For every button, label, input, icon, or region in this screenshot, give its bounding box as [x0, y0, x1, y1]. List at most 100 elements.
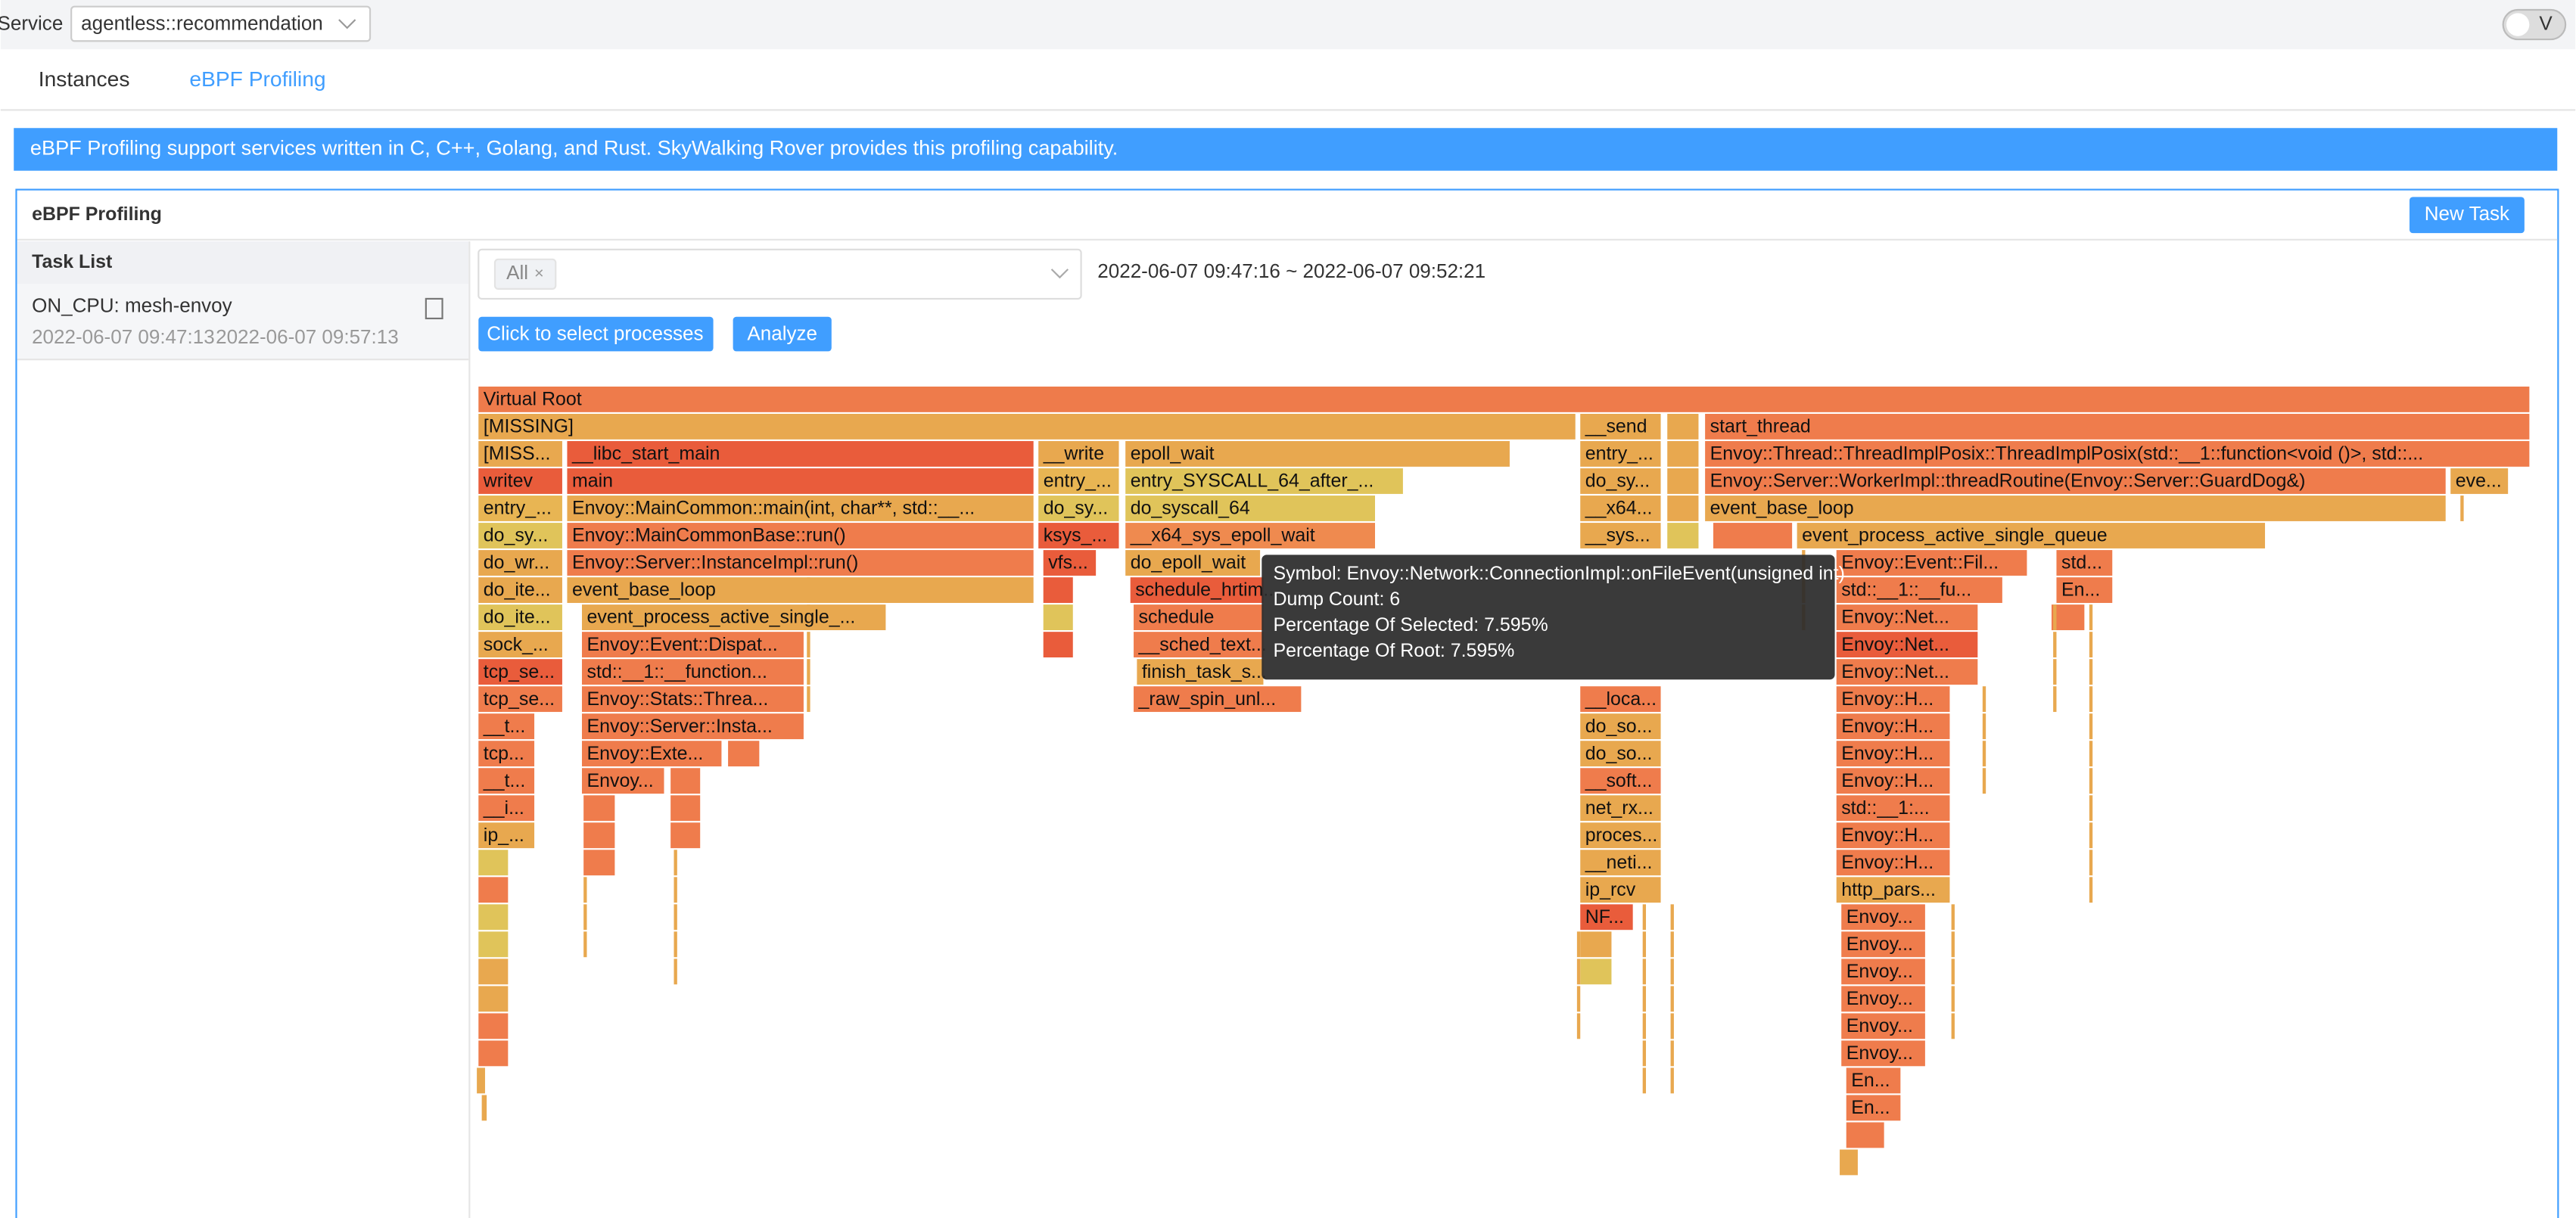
frame[interactable] — [478, 741, 535, 767]
frame[interactable] — [567, 441, 1034, 467]
tab-active[interactable]: eBPF Profiling — [189, 67, 325, 91]
frame[interactable] — [478, 632, 562, 658]
tag-close[interactable]: × — [534, 263, 544, 282]
frame[interactable] — [1836, 795, 1950, 822]
frame[interactable] — [478, 386, 2530, 412]
frame[interactable] — [581, 604, 886, 630]
frame[interactable] — [1580, 441, 1661, 467]
frame[interactable] — [478, 795, 535, 822]
frame[interactable] — [1705, 441, 2530, 467]
frame[interactable] — [1836, 686, 1950, 713]
frame[interactable] — [478, 550, 562, 576]
frame[interactable] — [1134, 632, 1264, 658]
frame[interactable] — [478, 713, 535, 740]
frame[interactable] — [1705, 414, 2530, 440]
frame[interactable] — [1038, 441, 1119, 467]
frame[interactable] — [478, 822, 535, 849]
frame[interactable] — [581, 686, 804, 713]
filter-select[interactable] — [478, 248, 1082, 300]
frame[interactable] — [581, 632, 804, 658]
frame[interactable] — [1580, 904, 1633, 931]
frame[interactable] — [1580, 768, 1661, 794]
frame[interactable] — [478, 577, 562, 603]
frame[interactable] — [478, 686, 562, 713]
task-item[interactable] — [17, 284, 469, 360]
frame[interactable] — [1580, 795, 1661, 822]
frame[interactable] — [1125, 496, 1375, 521]
frame[interactable] — [1841, 1040, 1925, 1067]
frame[interactable] — [1836, 659, 1978, 685]
frame[interactable] — [581, 741, 722, 767]
frame[interactable] — [567, 496, 1034, 521]
frame[interactable] — [478, 659, 562, 685]
frame[interactable] — [478, 496, 562, 521]
frame[interactable] — [478, 414, 1576, 440]
frame[interactable] — [1836, 741, 1950, 767]
tab[interactable]: Instances — [39, 67, 130, 91]
frame[interactable] — [1836, 550, 2027, 576]
frame[interactable] — [1125, 523, 1375, 548]
frame[interactable] — [1846, 1067, 1901, 1094]
frame[interactable] — [1836, 822, 1950, 849]
frame[interactable] — [1580, 686, 1661, 713]
frame[interactable] — [1130, 577, 1264, 603]
frame[interactable] — [567, 523, 1034, 548]
frame-label: schedule — [1139, 607, 1215, 628]
frame[interactable] — [1836, 577, 2002, 603]
frame[interactable] — [1038, 496, 1119, 521]
frame[interactable] — [1580, 822, 1661, 849]
frame[interactable] — [1836, 632, 1978, 658]
frame[interactable] — [1125, 550, 1261, 576]
frame[interactable] — [1797, 523, 2266, 548]
frame[interactable] — [1038, 523, 1119, 548]
analyze-button[interactable] — [733, 316, 832, 352]
frame[interactable] — [1841, 959, 1925, 985]
frame[interactable] — [1580, 741, 1661, 767]
frame[interactable] — [1137, 659, 1264, 685]
frame[interactable] — [1846, 1095, 1901, 1121]
frame[interactable] — [1125, 441, 1510, 467]
frame[interactable] — [567, 550, 1034, 576]
frame[interactable] — [1841, 1013, 1925, 1039]
frame[interactable] — [478, 523, 562, 548]
task-icon[interactable] — [425, 297, 443, 320]
frame[interactable] — [1134, 686, 1302, 713]
new-task-button[interactable] — [2409, 197, 2525, 234]
frame[interactable] — [1705, 496, 2446, 521]
frame[interactable] — [2450, 468, 2509, 494]
frame[interactable] — [1580, 414, 1661, 440]
frame[interactable] — [478, 604, 562, 630]
frame[interactable] — [1836, 877, 1950, 903]
frame[interactable] — [567, 577, 1034, 603]
frame[interactable] — [567, 468, 1034, 494]
frame[interactable] — [581, 659, 804, 685]
frame[interactable] — [1705, 468, 2446, 494]
frame[interactable] — [478, 441, 562, 467]
frame[interactable] — [478, 468, 562, 494]
frame[interactable] — [1038, 468, 1119, 494]
frame[interactable] — [1043, 550, 1097, 576]
frame[interactable] — [1580, 713, 1661, 740]
frame[interactable] — [1836, 768, 1950, 794]
service-select[interactable] — [70, 5, 372, 42]
frame[interactable] — [1125, 468, 1403, 494]
frame[interactable] — [1580, 877, 1661, 903]
frame[interactable] — [1134, 604, 1264, 630]
frame[interactable] — [581, 713, 804, 740]
frame[interactable] — [478, 768, 535, 794]
frame[interactable] — [1841, 931, 1925, 958]
frame[interactable] — [1580, 850, 1661, 876]
frame — [1951, 959, 1955, 985]
frame[interactable] — [1580, 468, 1661, 494]
frame[interactable] — [1841, 986, 1925, 1012]
frame[interactable] — [1836, 604, 1978, 630]
frame[interactable] — [1580, 496, 1661, 521]
frame[interactable] — [1836, 850, 1950, 876]
frame[interactable] — [581, 768, 664, 794]
frame[interactable] — [2056, 550, 2113, 576]
select-button[interactable] — [478, 316, 714, 352]
frame[interactable] — [2056, 577, 2113, 603]
frame[interactable] — [1836, 713, 1950, 740]
frame[interactable] — [1841, 904, 1925, 931]
frame[interactable] — [1580, 523, 1661, 548]
